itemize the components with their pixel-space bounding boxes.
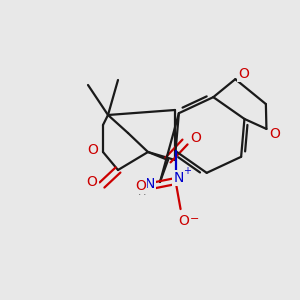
- Text: H: H: [138, 187, 146, 197]
- Text: O: O: [87, 175, 98, 189]
- Text: O: O: [178, 214, 189, 228]
- Text: O: O: [269, 127, 280, 141]
- Text: O: O: [190, 131, 201, 145]
- Text: N: N: [173, 171, 184, 185]
- Text: N: N: [145, 177, 155, 191]
- Text: O: O: [135, 179, 146, 193]
- Text: O: O: [88, 143, 98, 157]
- Text: +: +: [183, 166, 190, 176]
- Text: O: O: [238, 67, 249, 81]
- Text: −: −: [190, 214, 199, 224]
